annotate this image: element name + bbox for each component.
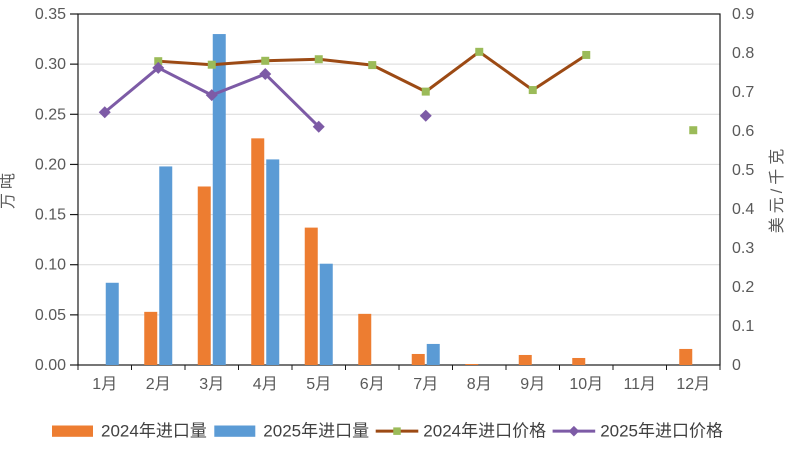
svg-text:10月: 10月: [569, 376, 603, 393]
svg-text:12月: 12月: [676, 376, 710, 393]
svg-text:11月: 11月: [623, 376, 656, 393]
svg-text:7月: 7月: [413, 376, 438, 393]
svg-text:0.7: 0.7: [732, 84, 754, 101]
svg-text:8月: 8月: [467, 376, 492, 393]
svg-text:0.5: 0.5: [732, 162, 754, 179]
svg-text:0.15: 0.15: [35, 207, 66, 224]
svg-text:0.30: 0.30: [35, 56, 66, 73]
svg-text:9月: 9月: [520, 376, 545, 393]
svg-text:2024年进口量: 2024年进口量: [101, 422, 207, 441]
svg-text:0.20: 0.20: [35, 156, 66, 173]
svg-text:美元/千克: 美元/千克: [768, 145, 786, 233]
svg-text:0.4: 0.4: [732, 201, 754, 218]
svg-text:4月: 4月: [253, 376, 278, 393]
svg-text:0.1: 0.1: [732, 318, 754, 335]
svg-text:2025年进口量: 2025年进口量: [263, 422, 369, 441]
svg-text:2024年进口价格: 2024年进口价格: [423, 422, 546, 441]
svg-text:0.9: 0.9: [732, 6, 754, 23]
svg-text:3月: 3月: [199, 376, 224, 393]
svg-text:0: 0: [732, 357, 741, 374]
svg-text:1月: 1月: [92, 376, 117, 393]
svg-text:0.10: 0.10: [35, 257, 66, 274]
svg-text:0.8: 0.8: [732, 45, 754, 62]
svg-text:0.2: 0.2: [732, 279, 754, 296]
svg-text:2月: 2月: [146, 376, 171, 393]
svg-text:5月: 5月: [306, 376, 331, 393]
svg-text:0.6: 0.6: [732, 123, 754, 140]
svg-text:6月: 6月: [360, 376, 385, 393]
svg-text:0.35: 0.35: [35, 6, 66, 23]
svg-text:0.00: 0.00: [35, 357, 66, 374]
svg-text:2025年进口价格: 2025年进口价格: [600, 422, 723, 441]
svg-text:0.3: 0.3: [732, 240, 754, 257]
svg-text:0.25: 0.25: [35, 106, 66, 123]
svg-text:万吨: 万吨: [0, 169, 17, 209]
svg-text:0.05: 0.05: [35, 307, 66, 324]
